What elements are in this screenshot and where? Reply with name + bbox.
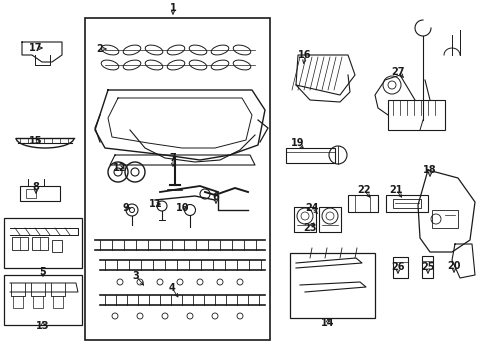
Bar [421,256,432,278]
Text: 5: 5 [40,267,46,277]
Bar [392,257,407,278]
Text: 12: 12 [113,163,126,173]
Text: 11: 11 [149,199,163,209]
Text: 21: 21 [388,185,402,195]
Text: 22: 22 [357,185,370,195]
Text: 24: 24 [305,203,318,213]
Bar [26,189,36,198]
Bar [289,253,374,318]
Bar [285,148,334,163]
Bar [347,195,377,212]
Text: 26: 26 [390,262,404,272]
Text: 7: 7 [169,153,176,163]
Text: 19: 19 [291,138,304,148]
Bar [431,210,457,228]
Text: 10: 10 [176,203,189,213]
Bar [4,275,82,325]
Text: 4: 4 [168,283,175,293]
Text: 13: 13 [36,321,50,331]
Bar [4,218,82,268]
Bar [293,207,315,232]
Bar [392,199,420,208]
Text: 17: 17 [29,43,42,53]
Bar [387,100,444,130]
Bar [318,207,340,232]
Bar [385,195,427,212]
Bar [52,240,62,252]
Text: 27: 27 [390,67,404,77]
Text: 23: 23 [303,223,316,233]
Bar [12,237,28,250]
Text: 9: 9 [122,203,129,213]
Text: 15: 15 [29,136,42,146]
Text: 8: 8 [33,182,40,192]
Text: 6: 6 [212,192,219,202]
Text: 3: 3 [132,271,139,281]
Text: 14: 14 [321,318,334,328]
Text: 16: 16 [298,50,311,60]
Bar [20,186,60,201]
Text: 1: 1 [169,3,176,13]
Text: 25: 25 [420,262,434,272]
Text: 18: 18 [422,165,436,175]
Text: 2: 2 [97,44,103,54]
Bar [85,18,269,340]
Bar [32,237,48,250]
Text: 20: 20 [447,261,460,271]
